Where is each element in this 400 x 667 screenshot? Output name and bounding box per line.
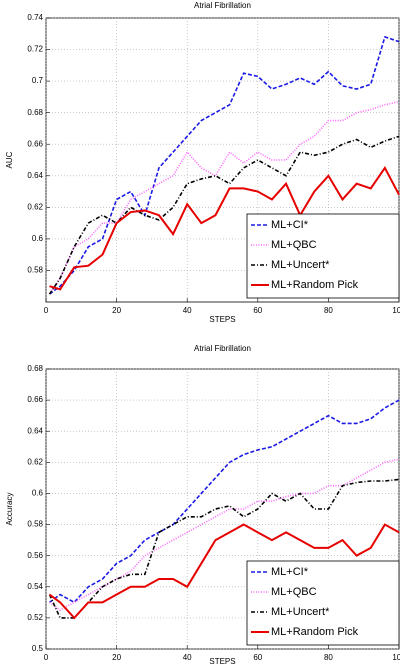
x-tick-label: 60 — [253, 653, 262, 662]
legend: ML+CI* ML+QBC ML+Uncert* ML+Random Pick — [246, 560, 400, 646]
series-line — [48, 478, 400, 619]
x-tick-label: 100 — [392, 653, 400, 662]
series-line — [49, 35, 400, 295]
x-tick-label: 0 — [44, 653, 49, 662]
legend-label: ML+Random Pick — [271, 626, 359, 638]
legend-label: ML+QBC — [271, 586, 317, 598]
legend-box — [246, 560, 400, 646]
legend-label: ML+CI* — [271, 566, 309, 578]
series-line — [48, 135, 400, 295]
y-tick-label: 0.62 — [27, 457, 43, 466]
x-tick-label: 0 — [44, 306, 49, 315]
y-tick-label: 0.58 — [27, 520, 43, 529]
y-tick-label: 0.72 — [27, 45, 43, 54]
x-tick-label: 60 — [253, 306, 262, 315]
legend-box — [246, 213, 400, 299]
y-tick-label: 0.7 — [32, 76, 44, 85]
series-line — [48, 100, 400, 295]
y-axis-label: Accuracy — [5, 493, 14, 526]
series-line — [49, 399, 400, 604]
chart-title: Atrial Fibrillation — [194, 1, 251, 10]
y-tick-label: 0.58 — [27, 266, 43, 275]
legend-label: ML+Uncert* — [271, 259, 330, 271]
legend-label: ML+Uncert* — [271, 606, 330, 618]
legend: ML+CI* ML+QBC ML+Uncert* ML+Random Pick — [246, 213, 400, 299]
x-axis-label: STEPS — [209, 315, 235, 324]
series-line — [49, 458, 400, 612]
y-tick-label: 0.62 — [27, 202, 43, 211]
x-tick-label: 20 — [112, 653, 121, 662]
legend-label: ML+QBC — [271, 239, 317, 251]
y-tick-label: 0.68 — [27, 108, 43, 117]
x-tick-label: 80 — [324, 653, 333, 662]
y-tick-label: 0.66 — [27, 139, 43, 148]
y-tick-label: 0.64 — [27, 171, 43, 180]
y-tick-label: 0.74 — [27, 13, 43, 22]
legend-label: ML+CI* — [271, 219, 309, 231]
y-tick-label: 0.6 — [32, 234, 44, 243]
series-line — [49, 165, 400, 291]
x-tick-label: 40 — [183, 306, 192, 315]
x-tick-label: 80 — [324, 306, 333, 315]
x-tick-label: 20 — [112, 306, 121, 315]
y-axis-label: AUC — [5, 151, 14, 168]
y-tick-label: 0.5 — [32, 644, 44, 653]
series-line — [48, 523, 400, 620]
y-tick-label: 0.6 — [32, 489, 44, 498]
y-tick-label: 0.56 — [27, 551, 43, 560]
y-tick-label: 0.52 — [27, 613, 43, 622]
y-tick-label: 0.66 — [27, 395, 43, 404]
x-tick-label: 40 — [183, 653, 192, 662]
y-tick-label: 0.64 — [27, 426, 43, 435]
chart-title: Atrial Fibrillation — [194, 344, 251, 353]
y-tick-label: 0.68 — [27, 364, 43, 373]
legend-label: ML+Random Pick — [271, 279, 359, 291]
y-tick-label: 0.54 — [27, 582, 43, 591]
x-axis-label: STEPS — [209, 657, 235, 666]
x-tick-label: 100 — [392, 306, 400, 315]
